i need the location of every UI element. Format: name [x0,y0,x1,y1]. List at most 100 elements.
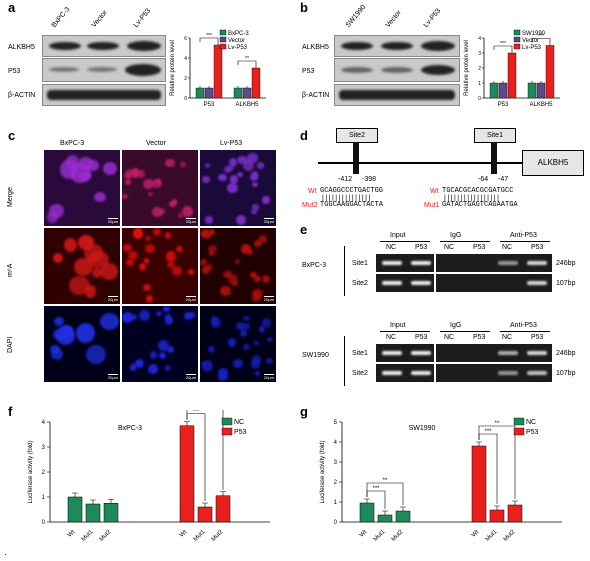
group-line [380,331,430,332]
lane-label: Lv-P53 [132,7,153,29]
lane-label: BxPC-3 [50,6,72,29]
significance-label: ** [383,478,388,484]
y-axis-label: Relative protein level [170,40,176,96]
significance-label: *** [484,429,492,435]
western-blot-actin [42,84,166,106]
significance-bracket [186,410,224,490]
y-tick-label: 4 [184,56,187,62]
bar [507,504,523,523]
y-tick-label: 4 [42,420,46,426]
group-label: IgG [450,322,462,329]
legend-label: Lv-P53 [522,45,542,51]
y-tick-label: 2 [334,480,338,486]
y-axis-label: Luciferase activity (fold) [320,440,326,503]
y-tick-label: 2 [42,470,46,476]
site-label: Site1 [352,260,368,267]
wt-sequence: TGCACGCACGCGATGCC [442,187,514,195]
x-tick-label: Mut1 [193,529,207,543]
position-label: -412 [338,176,353,183]
lane-label: NC [444,334,455,341]
mut1-label: Mut1 [424,202,440,209]
bar [251,67,261,99]
significance-bracket [366,482,404,505]
mut1-sequence: GATACTGAGTCAGAATGA [442,201,518,209]
bar [359,502,375,523]
legend-label: Lv-P53 [228,45,248,51]
bar [197,506,213,523]
legend-swatch [219,36,227,43]
legend-label: Vector [522,38,539,44]
y-tick-label: 3 [478,51,481,57]
bar-chart-b: 0 1 2 3 4 Relative protein level P53 *** ALKBH5 *… [464,29,560,108]
legend-swatch [219,43,227,50]
error-bar [220,491,226,496]
band-size-label: 107bp [556,370,576,377]
panel-d-label: d [300,128,308,143]
lane-label: Lv-P53 [422,7,443,29]
y-tick-label: 2 [478,66,481,72]
x-tick-label: Mut2 [211,529,225,543]
bar [545,45,555,99]
site1-box: Site1 [474,128,516,143]
column-label: Lv-P53 [220,140,243,147]
position-label: -47 [498,176,509,183]
wt-sequence: GCAGGCCCTGACTGG [320,187,384,195]
luciferase-chart-f: 0 1 2 3 4 Luciferase activity (fold) BxPC-3 Wt M… [28,410,270,543]
x-tick-label: Mut1 [373,529,387,543]
lane-label: SW1990 [344,3,368,29]
significance-bracket [493,45,513,50]
row-label: β-ACTIN [8,92,36,99]
western-blot-p53 [42,58,166,82]
chart-title: BxPC-3 [118,425,142,432]
significance-bracket [199,37,219,42]
error-bar [382,510,388,515]
band-size-label: 246bp [556,260,576,267]
lane-label: NC [444,244,455,251]
legend-swatch [219,29,227,36]
x-tick-label: Mut2 [503,529,517,543]
x-tick-label: ALKBH5 [529,102,553,108]
y-tick-label: 1 [478,81,481,87]
western-blot-p53 [334,58,460,82]
lane-label: Vector [384,9,403,29]
fluorescence-image: 20μm [44,150,120,226]
legend-label: SW1990 [522,31,546,37]
lane-label: NC [386,244,397,251]
y-tick-label: 1 [334,500,338,506]
pcr-gel [376,254,552,272]
y-tick-label: 0 [334,520,338,526]
error-bar [476,441,482,446]
group-label: Input [390,232,406,239]
significance-bracket [237,60,257,65]
fluorescence-image: 20μm [44,228,120,304]
significance-bracket [478,425,516,499]
significance-bracket [531,38,551,43]
scale-bar: 20μm [185,218,196,224]
y-axis-label: Luciferase activity (fold) [28,440,34,503]
error-bar [512,500,518,505]
pcr-gel [376,274,552,292]
bar [233,87,243,99]
group-label: Anti-P53 [510,232,537,239]
error-bar [184,421,190,426]
site2-box: Site2 [336,128,378,143]
western-blot-alkbh5 [42,35,166,57]
legend-swatch [221,417,233,426]
error-bar [202,502,208,507]
significance-label: ** [245,56,249,62]
y-axis-label: Relative protein level [464,40,470,96]
x-tick-label: Wt [471,529,481,539]
bar [195,87,205,99]
fluorescence-image: 20μm [122,306,198,382]
wt-label: Wt [430,188,439,195]
alignment-ticks: ||||||||||||||||| [444,195,501,202]
legend-label: NC [526,419,536,426]
site-label: Site1 [352,350,368,357]
legend-swatch [221,427,233,436]
error-bar [364,498,370,503]
column-label: BxPC-3 [60,140,85,147]
panel-f-label: f [8,404,13,419]
bar [489,509,505,523]
lane-label: Vector [90,9,109,29]
error-bar [494,505,500,510]
